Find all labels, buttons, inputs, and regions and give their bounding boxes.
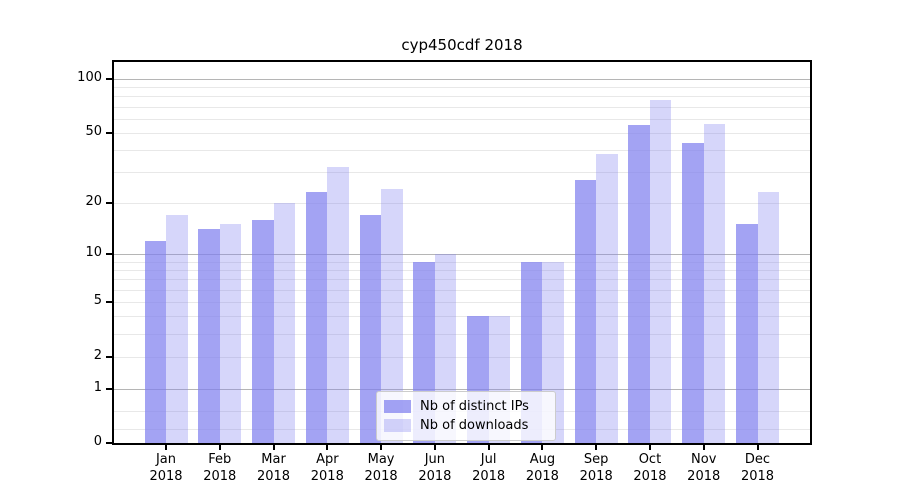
chart-title: cyp450cdf 2018 [401, 36, 523, 54]
x-tick-label: May 2018 [364, 452, 398, 484]
y-tick-label: 1 [93, 379, 102, 395]
gridline-minor [114, 316, 810, 318]
legend-swatch-downloads [384, 419, 411, 432]
x-tick-label: Jul 2018 [472, 452, 506, 484]
x-tick-label: Apr 2018 [310, 452, 344, 484]
x-tick-mark [648, 445, 651, 450]
bar-downloads [703, 124, 726, 443]
bar-distinct-ips [628, 125, 650, 443]
bar-downloads [649, 100, 672, 443]
bar-downloads [327, 167, 349, 443]
x-tick-label: Mar 2018 [256, 452, 291, 484]
gridline-minor [114, 118, 810, 120]
x-tick-label: Feb 2018 [203, 452, 237, 484]
x-tick-mark [756, 445, 759, 450]
x-tick-mark [218, 445, 221, 450]
gridline-minor [114, 279, 810, 281]
x-tick-mark [380, 445, 383, 450]
x-tick-mark [326, 445, 329, 450]
gridline-minor [114, 333, 810, 335]
gridline-major [114, 388, 810, 390]
gridline-major [114, 78, 810, 80]
x-tick-mark [541, 445, 544, 450]
bar-distinct-ips [359, 215, 382, 443]
gridline-minor [114, 261, 810, 263]
legend-label-distinct-ips: Nb of distinct IPs [420, 399, 529, 414]
bar-downloads [219, 224, 242, 443]
bar-downloads [166, 215, 188, 443]
x-tick-label: Aug 2018 [525, 452, 559, 484]
y-tick-label: 2 [93, 347, 102, 363]
y-tick-mark [106, 300, 112, 303]
y-tick-label: 10 [85, 244, 102, 260]
gridline-minor [114, 202, 810, 204]
gridline-minor [114, 87, 810, 89]
y-tick-label: 0 [93, 434, 102, 450]
gridline-major [114, 253, 810, 255]
gridline-minor [114, 301, 810, 303]
y-tick-mark [106, 77, 112, 80]
gridline-minor [114, 96, 810, 98]
y-tick-mark [106, 355, 112, 358]
gridline-minor [114, 289, 810, 291]
bar-distinct-ips [198, 229, 220, 443]
gridline-minor [114, 106, 810, 108]
y-tick-label: 50 [85, 123, 102, 139]
x-tick-mark [165, 445, 167, 450]
legend-item-downloads: Nb of downloads [384, 416, 547, 435]
gridline-minor [114, 269, 810, 271]
x-tick-label: Nov 2018 [687, 452, 721, 484]
legend-label-downloads: Nb of downloads [420, 418, 529, 433]
y-tick-mark [106, 131, 112, 134]
x-tick-mark [433, 445, 436, 450]
bar-downloads [381, 189, 403, 443]
bar-distinct-ips [574, 180, 597, 443]
bar-distinct-ips [736, 224, 758, 443]
legend-item-distinct-ips: Nb of distinct IPs [384, 397, 547, 416]
legend-swatch-distinct-ips [384, 400, 411, 413]
legend: Nb of distinct IPs Nb of downloads [376, 391, 556, 441]
gridline-minor [114, 150, 810, 152]
bar-distinct-ips [682, 142, 704, 443]
y-tick-label: 20 [85, 193, 102, 209]
bar-downloads [273, 202, 296, 443]
bar-downloads [596, 154, 618, 443]
x-tick-label: Dec 2018 [740, 452, 775, 484]
y-tick-mark [106, 442, 112, 445]
y-tick-mark [106, 201, 112, 204]
x-tick-label: Jan 2018 [149, 452, 183, 484]
y-tick-label: 5 [93, 292, 102, 308]
bar-distinct-ips [305, 192, 328, 443]
x-tick-label: Jun 2018 [418, 452, 452, 484]
x-tick-mark [487, 445, 490, 450]
x-tick-label: Oct 2018 [633, 452, 667, 484]
bar-downloads [757, 192, 779, 443]
bar-distinct-ips [252, 219, 274, 443]
x-tick-label: Sep 2018 [579, 452, 613, 484]
gridline-minor [114, 132, 810, 134]
y-tick-label: 100 [77, 69, 102, 85]
x-tick-mark [702, 445, 705, 450]
bar-distinct-ips [144, 240, 166, 443]
gridline-minor [114, 356, 810, 358]
gridline-minor [114, 172, 810, 174]
x-tick-mark [595, 445, 598, 450]
y-tick-mark [106, 252, 112, 255]
x-tick-mark [272, 445, 275, 450]
y-tick-mark [106, 387, 112, 390]
